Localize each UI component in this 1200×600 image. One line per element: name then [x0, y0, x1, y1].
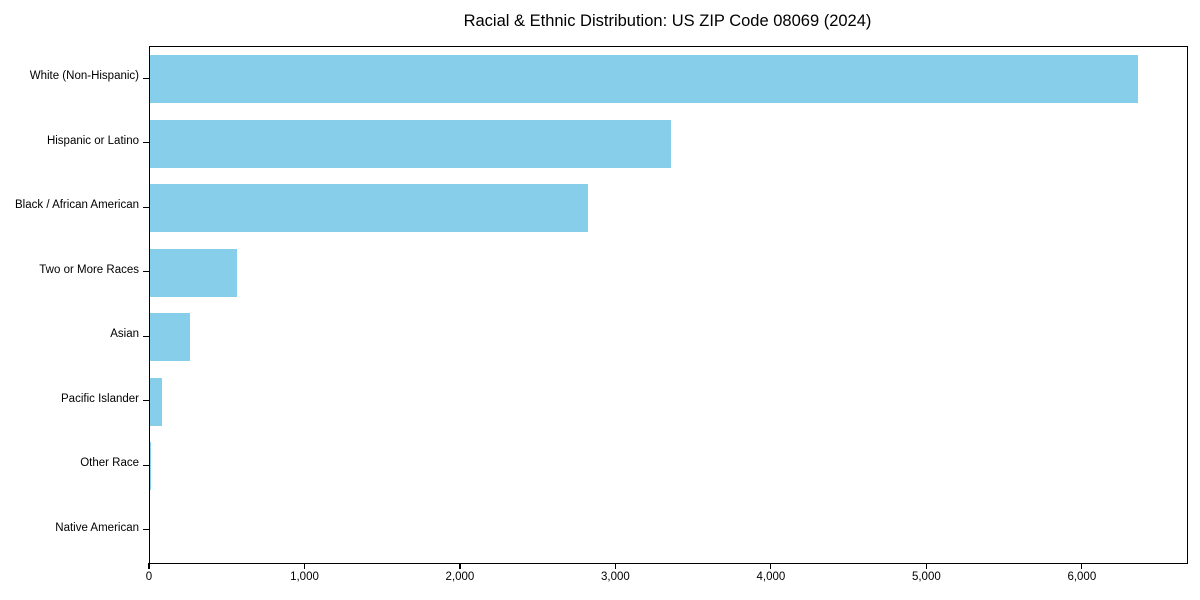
- x-tick-label: 6,000: [1067, 571, 1097, 583]
- y-tick-mark: [143, 206, 149, 208]
- y-tick-mark: [143, 464, 149, 466]
- y-axis-label: Hispanic or Latino: [46, 134, 139, 147]
- y-axis-label: Asian: [110, 328, 139, 341]
- x-tick-label: 4,000: [756, 571, 786, 583]
- x-tick-mark: [459, 563, 461, 569]
- bar-white-non-hispanic: [150, 55, 1139, 104]
- y-axis-label: Two or More Races: [39, 263, 139, 276]
- y-axis-label: Other Race: [80, 457, 139, 470]
- y-tick-mark: [143, 335, 149, 337]
- x-tick-label: 3,000: [601, 571, 630, 583]
- x-tick-mark: [925, 563, 927, 569]
- y-tick-mark: [143, 271, 149, 273]
- x-tick-label: 5,000: [911, 571, 941, 583]
- bar-pacific-islander: [150, 377, 163, 426]
- x-tick-label: 2,000: [445, 571, 475, 583]
- chart-title: Racial & Ethnic Distribution: US ZIP Cod…: [463, 12, 872, 30]
- plot-area: [149, 46, 1188, 564]
- x-tick-label: 1,000: [290, 571, 319, 583]
- y-tick-mark: [143, 142, 149, 144]
- y-axis-label: White (Non-Hispanic): [29, 70, 139, 83]
- y-tick-mark: [143, 77, 149, 79]
- x-tick-mark: [303, 563, 306, 569]
- y-axis-label: Pacific Islander: [61, 392, 139, 405]
- y-tick-mark: [143, 529, 149, 531]
- bar-asian: [150, 313, 191, 362]
- y-axis-label: Native American: [55, 521, 139, 534]
- y-tick-mark: [143, 400, 149, 402]
- bar-other-race: [150, 442, 152, 491]
- y-axis-label: Black / African American: [15, 199, 139, 212]
- bar-hispanic-or-latino: [150, 119, 671, 168]
- bar-two-or-more-races: [150, 248, 238, 297]
- x-tick-mark: [770, 563, 772, 569]
- x-tick-mark: [1081, 563, 1083, 569]
- x-tick-mark: [148, 563, 150, 569]
- x-tick-label: 0: [145, 571, 153, 583]
- x-tick-mark: [614, 563, 616, 569]
- bar-black-african-american: [150, 184, 588, 233]
